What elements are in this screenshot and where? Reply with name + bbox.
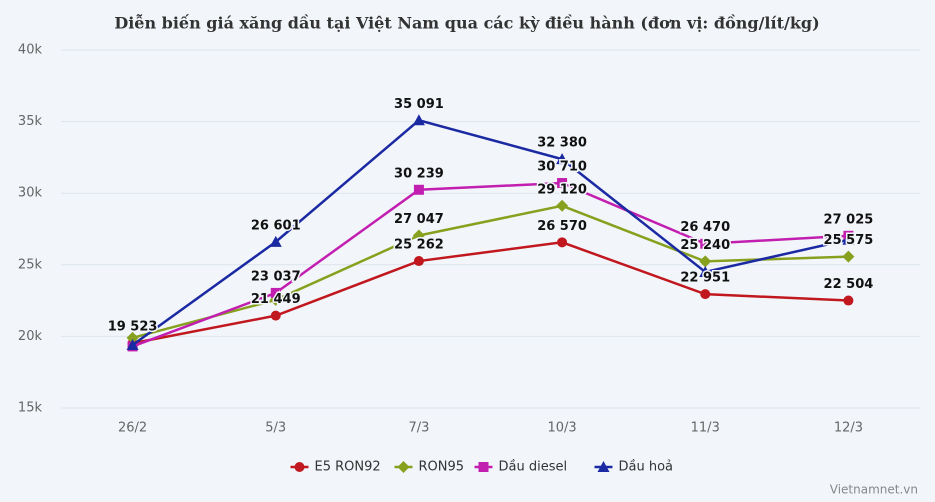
x-tick-label: 11/3	[691, 421, 720, 436]
y-tick-label: 35k	[18, 114, 43, 129]
value-label: 35 091	[394, 97, 444, 112]
legend-label: E5 RON92	[315, 460, 381, 475]
marker	[413, 256, 424, 267]
marker	[412, 229, 425, 242]
value-label: 23 037	[251, 269, 301, 284]
value-label: 25 262	[394, 238, 444, 253]
legend-marker	[294, 462, 305, 472]
marker	[557, 237, 568, 248]
marker	[842, 250, 855, 263]
x-tick-label: 26/2	[118, 421, 147, 436]
marker	[556, 153, 569, 165]
value-label: 25 240	[680, 238, 730, 253]
marker	[269, 235, 282, 247]
marker	[842, 233, 855, 245]
value-label: 30 710	[537, 160, 587, 175]
value-label: 32 380	[537, 136, 587, 151]
chart-title: Diễn biến giá xăng dầu tại Việt Nam qua …	[114, 14, 819, 33]
series-line	[132, 181, 849, 348]
legend-marker	[397, 461, 410, 473]
marker	[557, 178, 568, 189]
value-label: 22 504	[824, 277, 874, 292]
value-label: 27 047	[394, 212, 444, 227]
marker	[270, 310, 281, 321]
credit: Vietnamnet.vn	[830, 483, 918, 497]
marker	[700, 238, 711, 249]
value-label: 26 570	[537, 219, 587, 234]
y-tick-label: 30k	[18, 186, 43, 201]
value-label: 27 025	[824, 212, 874, 227]
marker	[699, 255, 712, 268]
legend-marker	[478, 462, 489, 472]
series-line	[131, 118, 849, 347]
x-tick-label: 12/3	[834, 421, 863, 436]
marker	[556, 199, 569, 212]
marker	[700, 289, 711, 300]
value-label: 19 523	[108, 320, 158, 335]
value-label: 26 601	[251, 218, 301, 233]
value-label: 30 239	[394, 166, 444, 181]
value-label: 21 449	[251, 292, 301, 307]
series-line	[132, 241, 849, 345]
marker	[843, 295, 854, 306]
legend-label: Dầu hoả	[619, 460, 674, 475]
x-tick-label: 10/3	[547, 421, 576, 436]
marker	[126, 331, 139, 344]
x-tick-label: 7/3	[408, 421, 429, 436]
marker	[699, 265, 712, 277]
y-tick-label: 25k	[18, 257, 43, 272]
x-tick-label: 5/3	[265, 421, 286, 436]
series-line	[132, 204, 849, 340]
legend-label: Dầu diesel	[499, 460, 568, 475]
legend-label: RON95	[419, 460, 465, 475]
marker	[126, 338, 139, 350]
y-tick-label: 20k	[18, 329, 43, 344]
legend-marker	[597, 461, 610, 472]
marker	[412, 114, 425, 126]
value-label: 22 951	[680, 271, 730, 286]
y-tick-label: 40k	[18, 43, 43, 58]
value-label: 29 120	[537, 182, 587, 197]
marker	[413, 184, 424, 195]
y-tick-label: 15k	[18, 401, 43, 416]
value-label: 25 575	[824, 233, 874, 248]
value-label: 26 470	[680, 220, 730, 235]
marker	[270, 287, 281, 298]
